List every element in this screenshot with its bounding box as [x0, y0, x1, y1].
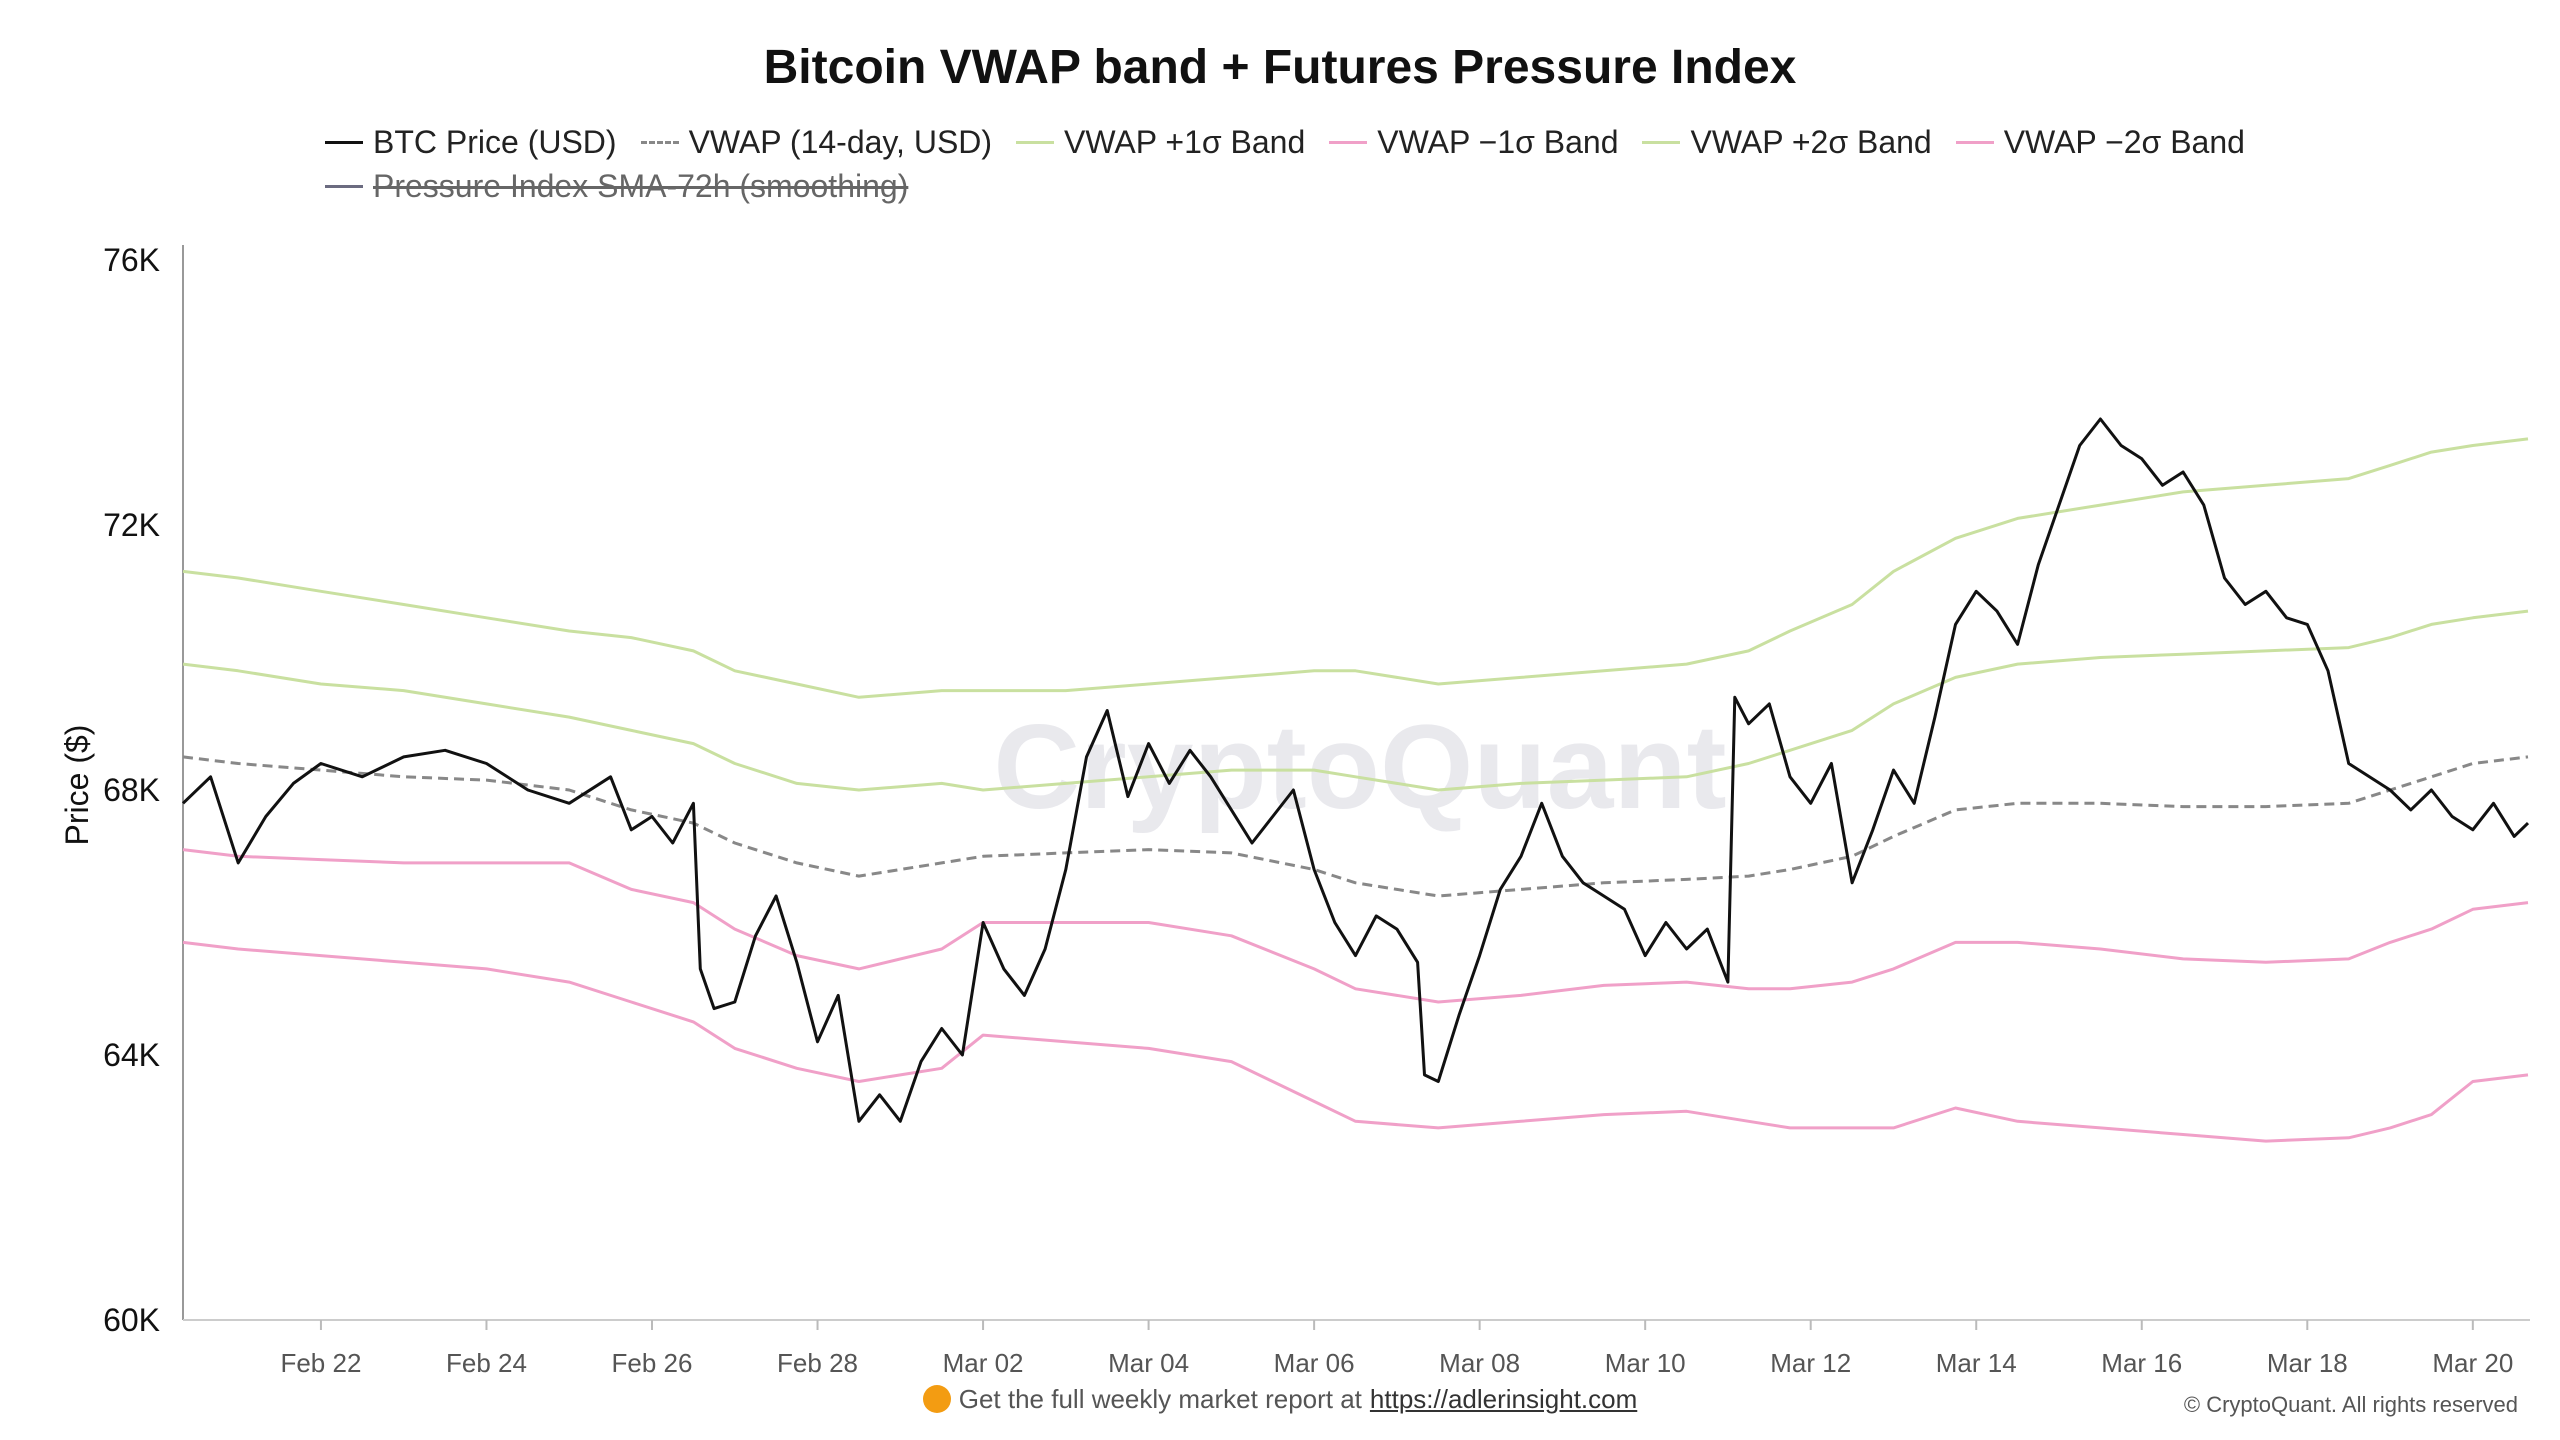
legend-row: Pressure Index SMA-72h (smoothing) — [325, 164, 2325, 208]
x-tick-label: Mar 08 — [1439, 1348, 1520, 1378]
series-line-2 — [182, 609, 2529, 792]
x-tick-label: Mar 16 — [2101, 1348, 2182, 1378]
y-tick-label: 60K — [103, 1302, 160, 1338]
x-tick-label: Mar 10 — [1605, 1348, 1686, 1378]
legend-item[interactable]: Pressure Index SMA-72h (smoothing) — [325, 168, 908, 205]
legend-swatch — [325, 184, 363, 188]
x-tick-label: Mar 18 — [2267, 1348, 2348, 1378]
orange-dot-icon — [922, 1385, 951, 1413]
x-tick-label: Mar 06 — [1274, 1348, 1355, 1378]
legend-swatch — [640, 140, 679, 144]
legend-swatch — [1642, 140, 1681, 144]
legend-swatch — [1955, 140, 1994, 144]
x-tick-label: Mar 12 — [1770, 1348, 1851, 1378]
x-tick-label: Mar 14 — [1936, 1348, 2017, 1378]
legend-label: VWAP +2σ Band — [1690, 123, 1932, 160]
y-tick-label: 72K — [103, 507, 160, 543]
legend-label: VWAP −1σ Band — [1377, 123, 1619, 160]
series-layer — [181, 417, 2530, 1143]
legend-item[interactable]: VWAP (14-day, USD) — [640, 123, 993, 161]
y-tick-label: 64K — [103, 1037, 160, 1073]
chart-title: Bitcoin VWAP band + Futures Pressure Ind… — [763, 41, 1797, 94]
legend-swatch — [1329, 140, 1368, 144]
series-line-0 — [181, 417, 2530, 1123]
series-line-1 — [182, 755, 2529, 898]
legend-item[interactable]: BTC Price (USD) — [325, 124, 617, 161]
legend-label: VWAP −2σ Band — [2003, 123, 2245, 160]
series-line-3 — [182, 848, 2529, 1004]
footer-note-text: Get the full weekly market report at — [958, 1384, 1362, 1414]
x-tick-label: Feb 24 — [446, 1348, 527, 1378]
footer-note: Get the full weekly market report at http… — [0, 1384, 2560, 1415]
legend-item[interactable]: VWAP +2σ Band — [1642, 123, 1932, 161]
y-tick-label: 76K — [103, 242, 160, 278]
legend-label: VWAP +1σ Band — [1064, 123, 1306, 160]
x-tick-label: Mar 20 — [2432, 1348, 2513, 1378]
chart-legend: BTC Price (USD) VWAP (14-day, USD) VWAP +1… — [325, 120, 2325, 208]
legend-item[interactable]: VWAP +1σ Band — [1016, 124, 1305, 161]
y-tick-label: 68K — [103, 772, 160, 808]
x-tick-label: Mar 02 — [943, 1348, 1024, 1378]
y-axis-label: Price ($) — [59, 725, 95, 846]
x-tick-label: Feb 28 — [777, 1348, 858, 1378]
legend-swatch — [1016, 140, 1055, 144]
legend-item[interactable]: VWAP −2σ Band — [1955, 123, 2245, 161]
watermark-text: CryptoQuant — [993, 700, 1726, 834]
legend-item[interactable]: VWAP −1σ Band — [1329, 124, 1618, 161]
series-line-5 — [182, 940, 2529, 1143]
legend-label: BTC Price (USD) — [373, 123, 617, 160]
x-tick-label: Mar 04 — [1108, 1348, 1189, 1378]
copyright-text: © CryptoQuant. All rights reserved — [2183, 1392, 2518, 1417]
x-tick-label: Feb 26 — [612, 1348, 693, 1378]
legend-row: BTC Price (USD) VWAP (14-day, USD) VWAP +1… — [325, 120, 2325, 164]
legend-label: Pressure Index SMA-72h (smoothing) — [373, 167, 909, 204]
axes: 60K 64K 68K 72K 76K Feb 22 Feb 24 Feb 26 Feb 28 M… — [103, 242, 2530, 1378]
legend-swatch — [325, 140, 363, 144]
legend-label: VWAP (14-day, USD) — [688, 123, 993, 160]
series-line-4 — [182, 437, 2529, 699]
report-link[interactable]: https://adlerinsight.com — [1369, 1384, 1638, 1414]
x-tick-label: Feb 22 — [280, 1348, 361, 1378]
